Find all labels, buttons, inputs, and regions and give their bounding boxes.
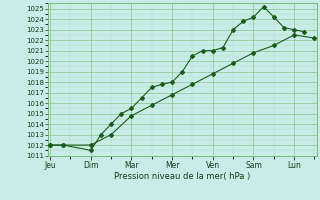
X-axis label: Pression niveau de la mer( hPa ): Pression niveau de la mer( hPa ) bbox=[114, 172, 251, 181]
